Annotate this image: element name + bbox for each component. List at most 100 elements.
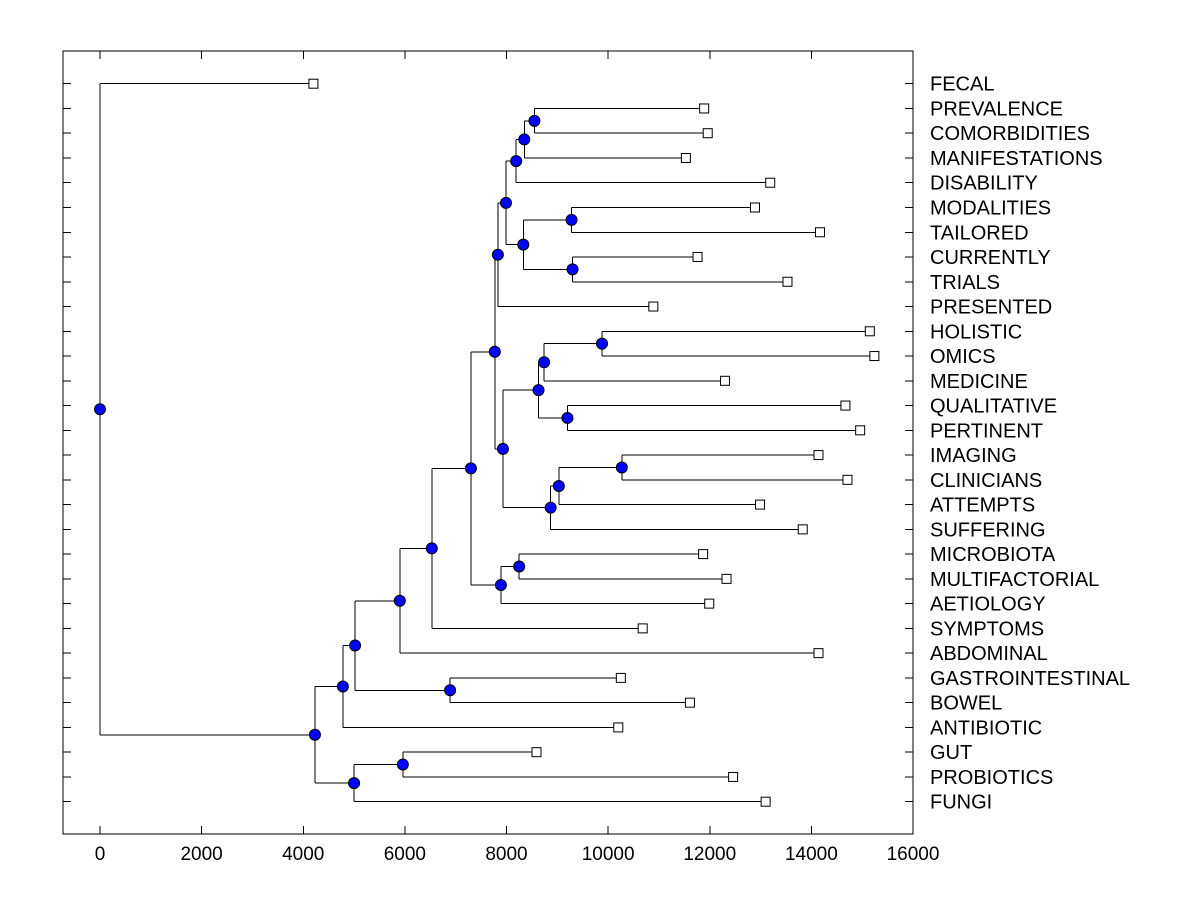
internal-node-marker[interactable] xyxy=(528,114,541,127)
leaf-label: TRIALS xyxy=(930,272,1000,294)
leaf-tip-marker[interactable] xyxy=(855,425,866,436)
internal-node-marker[interactable] xyxy=(349,639,362,652)
leaf-label: QUALITATIVE xyxy=(930,396,1057,418)
leaf-label: MICROBIOTA xyxy=(930,544,1056,566)
leaf-tip-marker[interactable] xyxy=(692,252,703,263)
leaf-label: MULTIFACTORIAL xyxy=(930,569,1099,591)
x-axis-tick-label: 12000 xyxy=(683,844,736,865)
internal-node-marker[interactable] xyxy=(561,411,574,424)
internal-node-marker[interactable] xyxy=(565,213,578,226)
leaf-label: AETIOLOGY xyxy=(930,594,1046,616)
internal-node-marker[interactable] xyxy=(336,680,349,693)
leaf-tip-marker[interactable] xyxy=(308,78,319,89)
leaf-label: MODALITIES xyxy=(930,197,1051,219)
leaf-tip-marker[interactable] xyxy=(797,524,808,535)
leaf-tip-marker[interactable] xyxy=(760,796,771,807)
leaf-tip-marker[interactable] xyxy=(702,128,713,139)
leaf-tip-marker[interactable] xyxy=(842,474,853,485)
leaf-tip-marker[interactable] xyxy=(684,697,695,708)
leaf-label: FUNGI xyxy=(930,792,992,814)
leaf-tip-marker[interactable] xyxy=(813,450,824,461)
leaf-tip-marker[interactable] xyxy=(613,722,624,733)
leaf-tip-marker[interactable] xyxy=(749,202,760,213)
leaf-label: MEDICINE xyxy=(930,371,1028,393)
leaf-tip-marker[interactable] xyxy=(765,177,776,188)
internal-node-marker[interactable] xyxy=(348,777,361,790)
leaf-label: MANIFESTATIONS xyxy=(930,148,1103,170)
internal-node-marker[interactable] xyxy=(499,196,512,209)
internal-node-marker[interactable] xyxy=(494,579,507,592)
x-axis-tick-label: 8000 xyxy=(485,844,527,865)
leaf-label: PREVALENCE xyxy=(930,98,1063,120)
leaf-label: CLINICIANS xyxy=(930,470,1042,492)
leaf-label: OMICS xyxy=(930,346,996,368)
internal-node-marker[interactable] xyxy=(396,758,409,771)
leaf-tip-marker[interactable] xyxy=(840,400,851,411)
leaf-tip-marker[interactable] xyxy=(813,648,824,659)
leaf-tip-marker[interactable] xyxy=(637,623,648,634)
internal-node-marker[interactable] xyxy=(538,356,551,369)
leaf-label: SYMPTOMS xyxy=(930,618,1044,640)
leaf-tip-marker[interactable] xyxy=(728,771,739,782)
internal-node-marker[interactable] xyxy=(393,594,406,607)
internal-node-marker[interactable] xyxy=(566,263,579,276)
leaf-tip-marker[interactable] xyxy=(755,499,766,510)
internal-node-marker[interactable] xyxy=(596,337,609,350)
leaf-label: FECAL xyxy=(930,74,994,96)
leaf-label: IMAGING xyxy=(930,445,1017,467)
internal-node-marker[interactable] xyxy=(425,542,438,555)
x-axis-tick-label: 6000 xyxy=(384,844,426,865)
leaf-label: BOWEL xyxy=(930,693,1002,715)
leaf-tip-marker[interactable] xyxy=(721,573,732,584)
x-axis-tick-label: 10000 xyxy=(582,844,635,865)
leaf-tip-marker[interactable] xyxy=(699,103,710,114)
leaf-label: TAILORED xyxy=(930,222,1029,244)
leaf-label: GASTROINTESTINAL xyxy=(930,668,1130,690)
leaf-tip-marker[interactable] xyxy=(648,301,659,312)
leaf-label: DISABILITY xyxy=(930,173,1038,195)
leaf-label: ATTEMPTS xyxy=(930,495,1035,517)
leaf-label: PERTINENT xyxy=(930,420,1043,442)
leaf-label: GUT xyxy=(930,742,972,764)
x-axis-tick-label: 4000 xyxy=(282,844,324,865)
leaf-label: ABDOMINAL xyxy=(930,643,1048,665)
leaf-label: COMORBIDITIES xyxy=(930,123,1090,145)
leaf-tip-marker[interactable] xyxy=(680,152,691,163)
internal-node-marker[interactable] xyxy=(510,155,523,168)
leaf-tip-marker[interactable] xyxy=(704,598,715,609)
leaf-tip-marker[interactable] xyxy=(615,672,626,683)
leaf-tip-marker[interactable] xyxy=(864,326,875,337)
internal-node-marker[interactable] xyxy=(464,462,477,475)
leaf-label: SUFFERING xyxy=(930,519,1046,541)
leaf-label: PRESENTED xyxy=(930,297,1052,319)
internal-node-marker[interactable] xyxy=(308,728,321,741)
leaf-tip-marker[interactable] xyxy=(782,276,793,287)
internal-node-marker[interactable] xyxy=(615,461,628,474)
root-node-marker[interactable] xyxy=(94,403,106,416)
leaf-label: PROBIOTICS xyxy=(930,767,1053,789)
leaf-tip-marker[interactable] xyxy=(698,549,709,560)
internal-node-marker[interactable] xyxy=(496,442,509,455)
x-axis-tick-label: 16000 xyxy=(887,844,940,865)
leaf-tip-marker[interactable] xyxy=(815,227,826,238)
plot-box xyxy=(62,50,914,835)
internal-node-marker[interactable] xyxy=(517,238,530,251)
leaf-label: ANTIBIOTIC xyxy=(930,717,1042,739)
internal-node-marker[interactable] xyxy=(518,133,531,146)
x-axis-tick-label: 14000 xyxy=(785,844,838,865)
internal-node-marker[interactable] xyxy=(488,345,501,358)
internal-node-marker[interactable] xyxy=(513,560,526,573)
internal-node-marker[interactable] xyxy=(444,684,457,697)
leaf-tip-marker[interactable] xyxy=(719,375,730,386)
x-axis-tick-label: 0 xyxy=(95,844,106,865)
leaf-label: HOLISTIC xyxy=(930,321,1022,343)
internal-node-marker[interactable] xyxy=(532,384,545,397)
leaf-tip-marker[interactable] xyxy=(869,351,880,362)
internal-node-marker[interactable] xyxy=(552,480,565,493)
internal-node-marker[interactable] xyxy=(544,501,557,514)
internal-node-marker[interactable] xyxy=(491,248,504,261)
leaf-tip-marker[interactable] xyxy=(531,747,542,758)
x-axis-tick-label: 2000 xyxy=(180,844,222,865)
